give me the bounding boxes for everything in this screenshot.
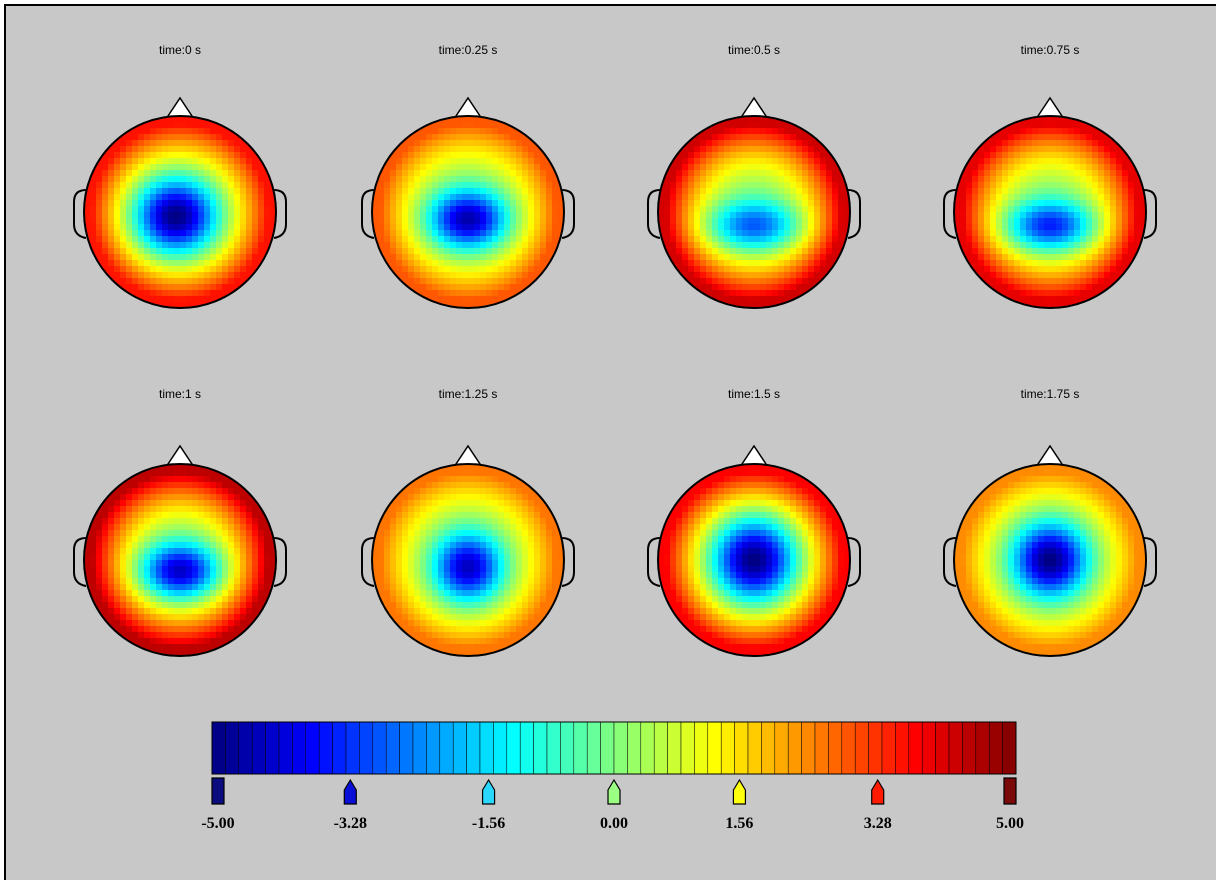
colorbar-tick-label: -5.00 <box>201 815 234 832</box>
colorbar-segment <box>373 722 386 774</box>
topoplot-panel: time:0 s <box>74 43 286 309</box>
colorbar-segment <box>775 722 788 774</box>
colorbar-segment <box>426 722 439 774</box>
colorbar-segment <box>467 722 480 774</box>
colorbar-segment <box>654 722 667 774</box>
panel-title: time:0 s <box>159 43 201 57</box>
colorbar-segment <box>761 722 774 774</box>
topoplot-panel: time:0.75 s <box>944 43 1156 309</box>
colorbar-segment <box>547 722 560 774</box>
colorbar-segment <box>239 722 252 774</box>
colorbar-segment <box>855 722 868 774</box>
panel-title: time:0.5 s <box>728 43 780 57</box>
colorbar-segment <box>574 722 587 774</box>
colorbar-segment <box>333 722 346 774</box>
topography-figure: time:0 s time:0.25 s time:0.5 s time:0.75 s… <box>6 6 1218 882</box>
colorbar-tick-marker <box>212 778 224 804</box>
colorbar-segment <box>815 722 828 774</box>
colorbar-segment <box>587 722 600 774</box>
colorbar-tick-marker <box>608 780 620 804</box>
colorbar-segment <box>319 722 332 774</box>
colorbar-segment <box>721 722 734 774</box>
colorbar-segment <box>520 722 533 774</box>
colorbar-tick-label: 5.00 <box>996 815 1024 832</box>
colorbar-segment <box>788 722 801 774</box>
colorbar-segment <box>869 722 882 774</box>
colorbar-tick-label: 0.00 <box>600 815 628 832</box>
colorbar-segment <box>306 722 319 774</box>
colorbar-segment <box>279 722 292 774</box>
colorbar-segment <box>400 722 413 774</box>
colorbar-segment <box>292 722 305 774</box>
colorbar-segment <box>936 722 949 774</box>
colorbar-segment <box>359 722 372 774</box>
topoplot-panel: time:1.25 s <box>362 387 574 657</box>
panel-title: time:0.25 s <box>439 43 498 57</box>
colorbar-segment <box>949 722 962 774</box>
colorbar-segment <box>534 722 547 774</box>
colorbar-segment <box>507 722 520 774</box>
panel-title: time:1 s <box>159 387 201 401</box>
colorbar: -5.00 -3.28 -1.56 0.00 1.56 3.28 5.00 <box>201 722 1024 832</box>
colorbar-segment <box>748 722 761 774</box>
colorbar-segment <box>1003 722 1016 774</box>
colorbar-segment <box>962 722 975 774</box>
colorbar-segment <box>266 722 279 774</box>
colorbar-segment <box>882 722 895 774</box>
colorbar-segment <box>627 722 640 774</box>
colorbar-segment <box>842 722 855 774</box>
colorbar-segment <box>560 722 573 774</box>
colorbar-segment <box>922 722 935 774</box>
colorbar-segment <box>346 722 359 774</box>
colorbar-segment <box>440 722 453 774</box>
colorbar-segment <box>212 722 225 774</box>
colorbar-tick-marker <box>1004 778 1016 804</box>
colorbar-segment <box>694 722 707 774</box>
colorbar-segment <box>614 722 627 774</box>
colorbar-tick-label: -3.28 <box>334 815 367 832</box>
panel-title: time:0.75 s <box>1021 43 1080 57</box>
colorbar-segment <box>225 722 238 774</box>
colorbar-tick-label: 1.56 <box>725 815 753 832</box>
figure-canvas: time:0 s time:0.25 s time:0.5 s time:0.75 s… <box>4 4 1216 880</box>
panel-title: time:1.5 s <box>728 387 780 401</box>
colorbar-segment <box>601 722 614 774</box>
colorbar-segment <box>895 722 908 774</box>
colorbar-segment <box>252 722 265 774</box>
colorbar-segment <box>641 722 654 774</box>
topoplot-panel: time:0.5 s <box>648 43 860 309</box>
panel-title: time:1.25 s <box>439 387 498 401</box>
colorbar-segment <box>989 722 1002 774</box>
colorbar-segment <box>828 722 841 774</box>
colorbar-tick-marker <box>344 780 356 804</box>
colorbar-tick-marker <box>483 780 495 804</box>
topoplot-panel: time:1.5 s <box>648 387 860 657</box>
colorbar-segment <box>413 722 426 774</box>
colorbar-segment <box>976 722 989 774</box>
panel-title: time:1.75 s <box>1021 387 1080 401</box>
colorbar-segment <box>668 722 681 774</box>
colorbar-segment <box>802 722 815 774</box>
colorbar-segment <box>708 722 721 774</box>
colorbar-segment <box>493 722 506 774</box>
colorbar-segment <box>386 722 399 774</box>
colorbar-segment <box>453 722 466 774</box>
topoplot-panel: time:1 s <box>74 387 286 657</box>
colorbar-tick-marker <box>733 780 745 804</box>
colorbar-segment <box>735 722 748 774</box>
topoplot-panel: time:0.25 s <box>362 43 574 309</box>
topoplot-panel: time:1.75 s <box>944 387 1156 657</box>
colorbar-segment <box>909 722 922 774</box>
colorbar-tick-label: -1.56 <box>472 815 505 832</box>
colorbar-segment <box>480 722 493 774</box>
colorbar-tick-marker <box>872 780 884 804</box>
colorbar-segment <box>681 722 694 774</box>
colorbar-tick-label: 3.28 <box>864 815 892 832</box>
